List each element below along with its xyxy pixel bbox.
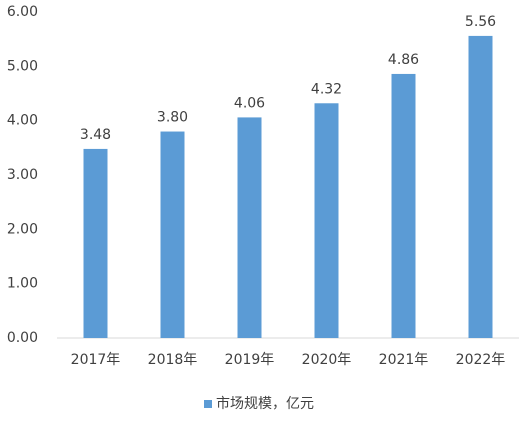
legend-swatch (204, 400, 212, 408)
y-tick-label: 0.00 (7, 330, 38, 346)
y-tick-label: 3.00 (7, 167, 38, 183)
bar (83, 148, 108, 338)
bar (160, 131, 185, 338)
bar (468, 35, 493, 338)
y-tick-label: 2.00 (7, 221, 38, 237)
y-tick-label: 6.00 (7, 4, 38, 20)
legend-label: 市场规模，亿元 (216, 395, 314, 412)
x-tick-label: 2017年 (71, 352, 121, 368)
y-tick-label: 5.00 (7, 58, 38, 74)
bar (391, 73, 416, 338)
bar (237, 117, 262, 338)
value-label: 4.86 (388, 52, 419, 68)
y-tick-label: 4.00 (7, 113, 38, 129)
value-label: 5.56 (465, 14, 496, 30)
x-tick-label: 2019年 (225, 352, 275, 368)
x-tick-label: 2018年 (148, 352, 198, 368)
value-label: 3.48 (80, 127, 111, 143)
x-tick-label: 2022年 (456, 352, 506, 368)
value-label: 4.32 (311, 81, 342, 97)
value-label: 3.80 (157, 110, 188, 126)
value-label: 4.06 (234, 95, 265, 111)
x-tick-label: 2021年 (379, 352, 429, 368)
x-tick-label: 2020年 (302, 352, 352, 368)
y-tick-label: 1.00 (7, 276, 38, 292)
bar (314, 103, 339, 338)
